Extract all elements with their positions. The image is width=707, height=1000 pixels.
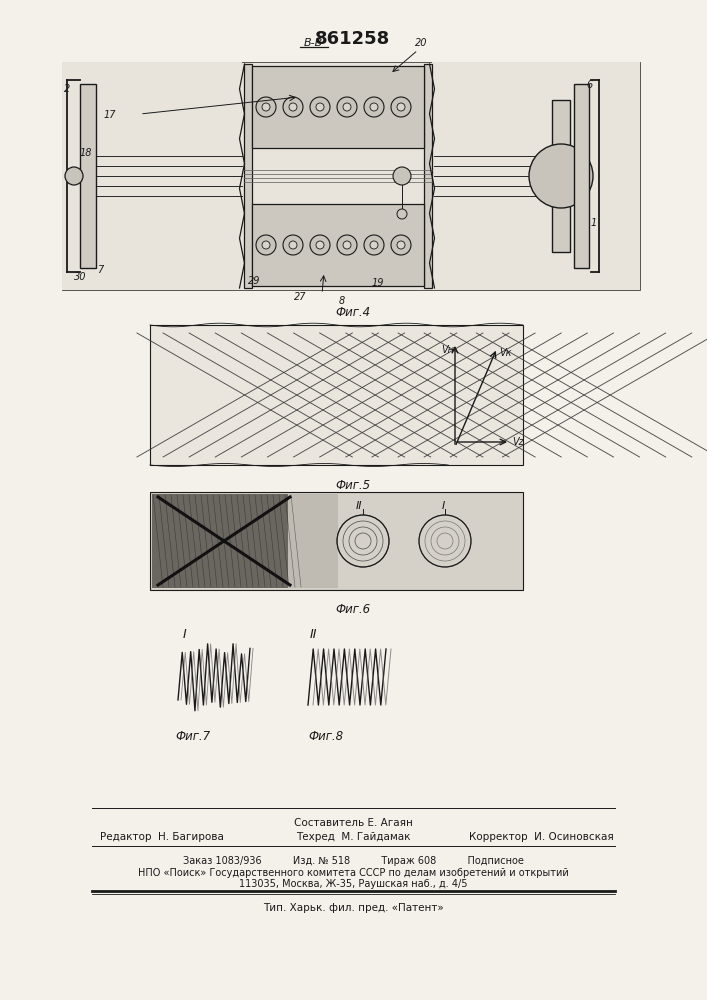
Bar [80,84,96,268]
Text: Корректор  И. Осиновская: Корректор И. Осиновская [469,832,614,842]
Text: 8: 8 [339,296,345,306]
Text: I: I [183,628,187,641]
Text: Заказ 1083/936          Изд. № 518          Тираж 608          Подписное: Заказ 1083/936 Изд. № 518 Тираж 608 Подп… [182,856,523,866]
Bar [252,66,424,148]
Text: Фиг.5: Фиг.5 [335,479,370,492]
Circle shape [262,103,270,111]
Bar [150,325,523,465]
Bar [152,494,290,588]
Text: Фиг.7: Фиг.7 [175,730,211,743]
Text: Составитель Е. Агаян: Составитель Е. Агаян [293,818,412,828]
Text: I: I [441,501,445,511]
Circle shape [364,235,384,255]
Text: Фиг.4: Фиг.4 [335,306,370,319]
Circle shape [343,103,351,111]
Bar [288,494,338,588]
Circle shape [397,103,405,111]
Circle shape [289,103,297,111]
Text: Фиг.6: Фиг.6 [335,603,370,616]
Text: НПО «Поиск» Государственного комитета СССР по делам изобретений и открытий: НПО «Поиск» Государственного комитета СС… [138,868,568,878]
Circle shape [391,235,411,255]
Circle shape [397,209,407,219]
Text: II: II [356,501,362,511]
Text: 2: 2 [64,84,70,94]
Circle shape [283,97,303,117]
Text: 6: 6 [586,80,592,90]
Circle shape [316,103,324,111]
Circle shape [364,97,384,117]
Text: Фиг.8: Фиг.8 [308,730,344,743]
Bar [62,62,640,290]
Circle shape [310,97,330,117]
Circle shape [370,241,378,249]
Circle shape [256,97,276,117]
Text: Редактор  Н. Багирова: Редактор Н. Багирова [100,832,224,842]
Circle shape [397,241,405,249]
Text: 27: 27 [294,292,307,302]
Text: 30: 30 [74,272,86,282]
Text: 7: 7 [97,265,103,275]
Text: Техред  М. Гайдамак: Техред М. Гайдамак [296,832,410,842]
Text: II: II [310,628,317,641]
Bar [552,100,570,252]
Circle shape [370,103,378,111]
Text: Тип. Харьк. фил. пред. «Патент»: Тип. Харьк. фил. пред. «Патент» [262,903,443,913]
Text: 29: 29 [248,276,260,286]
Circle shape [393,167,411,185]
Circle shape [316,241,324,249]
Bar [62,62,242,290]
Text: 18: 18 [80,148,93,158]
Bar [424,64,432,288]
Bar [244,64,252,288]
Bar [252,204,424,286]
Text: 19: 19 [372,278,385,288]
Text: 113035, Москва, Ж-35, Раушская наб., д. 4/5: 113035, Москва, Ж-35, Раушская наб., д. … [239,879,467,889]
Circle shape [391,97,411,117]
Text: 20: 20 [415,38,428,48]
Text: 1: 1 [591,218,597,228]
Circle shape [337,97,357,117]
Circle shape [262,241,270,249]
Bar [150,492,523,590]
Text: Vн: Vн [441,345,454,355]
Circle shape [343,241,351,249]
Circle shape [289,241,297,249]
Text: 861258: 861258 [315,30,391,48]
Bar [574,84,589,268]
Text: 17: 17 [104,110,117,120]
Bar [432,62,640,290]
Circle shape [65,167,83,185]
Text: В-В: В-В [303,38,322,48]
Circle shape [256,235,276,255]
Text: Vк: Vк [499,348,511,358]
Circle shape [337,235,357,255]
Circle shape [529,144,593,208]
Text: Vz: Vz [512,437,524,447]
Circle shape [283,235,303,255]
Circle shape [310,235,330,255]
